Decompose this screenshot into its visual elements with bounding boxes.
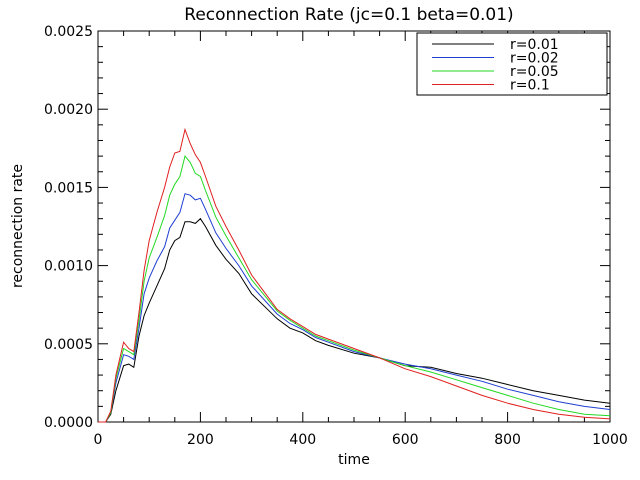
series-line-r=0.05	[98, 155, 611, 423]
y-tick-label: 0.0010	[44, 259, 93, 275]
y-tick-label: 0.0005	[44, 337, 93, 353]
x-tick-label: 800	[494, 432, 521, 448]
x-axis-label: time	[338, 452, 370, 468]
series-line-r=0.02	[98, 193, 611, 423]
x-tick-label: 1000	[592, 432, 628, 448]
y-tick-label: 0.0025	[44, 24, 93, 40]
x-tick-label: 0	[94, 432, 103, 448]
y-axis-label: reconnection rate	[10, 164, 26, 288]
legend-label: r=0.05	[510, 64, 559, 80]
x-tick-label: 400	[289, 432, 316, 448]
chart-title: Reconnection Rate (jc=0.1 beta=0.01)	[184, 5, 513, 25]
legend: r=0.01r=0.02r=0.05r=0.1	[416, 32, 608, 96]
legend-label: r=0.02	[510, 51, 559, 67]
legend-label: r=0.01	[510, 37, 559, 53]
x-tick-label: 600	[392, 432, 419, 448]
y-tick-label: 0.0000	[44, 415, 93, 431]
series-line-r=0.01	[98, 217, 611, 423]
axis-tick-labels: 0 200 400 600 800 1000 0.0000 0.0005 0.0010 0.001…	[44, 24, 628, 448]
series-lines	[98, 127, 611, 423]
y-tick-label: 0.0020	[44, 102, 93, 118]
y-tick-label: 0.0015	[44, 180, 93, 196]
series-line-r=0.1	[98, 127, 611, 423]
legend-label: r=0.1	[510, 78, 550, 94]
x-tick-label: 200	[187, 432, 214, 448]
